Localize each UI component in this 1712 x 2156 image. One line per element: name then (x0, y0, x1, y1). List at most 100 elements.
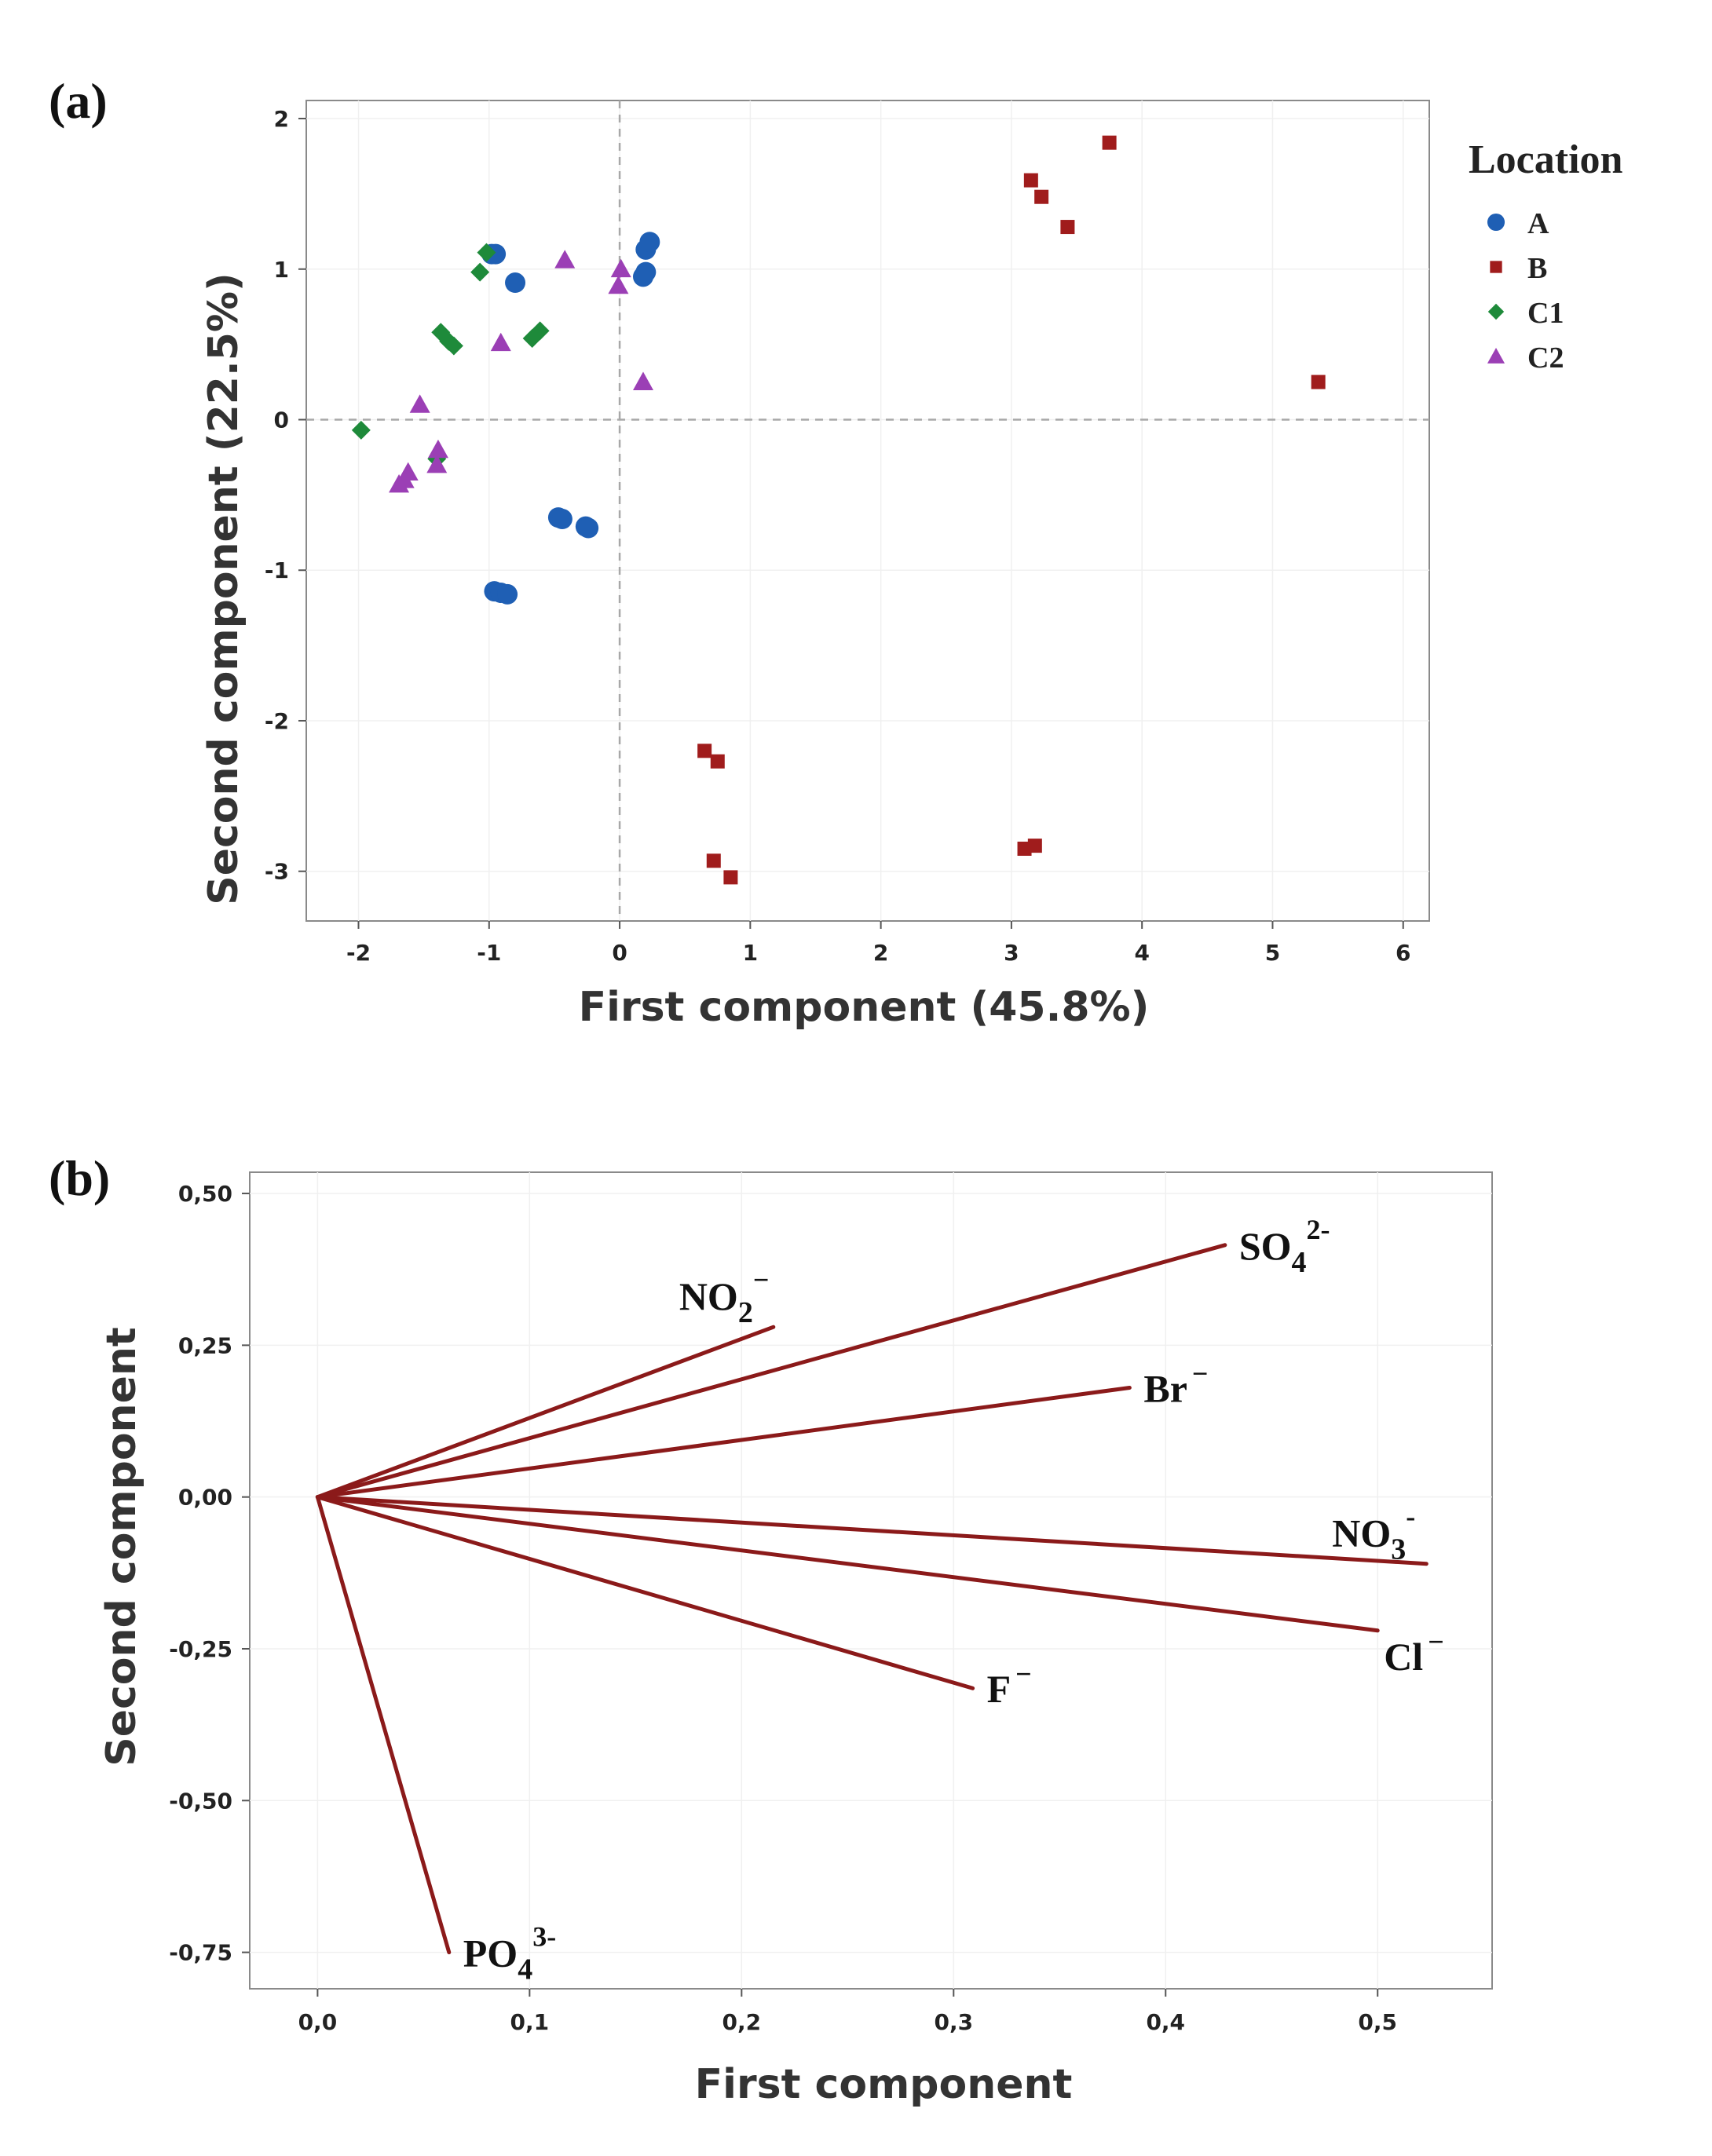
point-b (710, 754, 725, 769)
y-tick-label: -3 (265, 859, 289, 885)
x-axis-title-a: First component (45.8%) (579, 984, 1150, 1031)
vector-label-no3: NO3- (1332, 1501, 1415, 1566)
y-tick-label: 1 (274, 257, 289, 283)
panel-label-b: (b) (49, 1150, 110, 1206)
x-tick-label: 0,1 (510, 2009, 550, 2035)
y-tick-label: -2 (265, 708, 289, 734)
point-a (639, 232, 660, 253)
point-b (706, 853, 721, 868)
vector-label-superscript: − (1015, 1658, 1032, 1690)
point-c2 (633, 371, 653, 390)
vector-line-no3 (315, 1495, 1428, 1566)
vector-label-superscript: - (1406, 1501, 1415, 1533)
y-tick-label: -0,75 (169, 1940, 232, 1966)
vector-label-subscript: 3 (1391, 1533, 1406, 1566)
point-c1 (477, 243, 496, 262)
x-tick-label: 4 (1134, 940, 1149, 966)
y-ticks-a: 2 1 0 -1 -2 -3 (265, 106, 306, 885)
vector-label-superscript: − (1192, 1358, 1209, 1389)
point-a (497, 583, 518, 605)
x-ticks-a: -2 -1 0 1 2 3 4 5 6 (346, 921, 1410, 966)
vector-label-superscript: − (1428, 1626, 1444, 1657)
vector-label-base: NO (679, 1274, 738, 1318)
legend-label-c2: C2 (1527, 342, 1564, 375)
y-axis-title-a: Second component (22.5%) (200, 272, 247, 905)
x-tick-label: 3 (1004, 940, 1019, 966)
legend-label-b: B (1527, 252, 1547, 285)
point-c2 (409, 394, 430, 413)
legend-marker-c1 (1487, 303, 1505, 320)
x-axis-title-b: First component (695, 2061, 1073, 2108)
vector-label-base: PO (463, 1931, 518, 1975)
legend-label-c1: C1 (1527, 297, 1564, 330)
vector-label-base: Br (1143, 1366, 1187, 1410)
x-tick-label: 5 (1265, 940, 1280, 966)
vector-label-br: Br − (1143, 1358, 1208, 1410)
point-b (1027, 839, 1042, 853)
legend-marker-b (1490, 261, 1502, 273)
vectors-b: NO2−SO42-Br −NO3-Cl −F −PO43- (315, 1214, 1444, 1986)
point-c1 (351, 420, 371, 440)
vector-line-br (315, 1385, 1132, 1500)
point-c2 (427, 439, 448, 459)
y-tick-label: 0 (274, 407, 289, 433)
x-tick-label: -1 (477, 940, 501, 966)
vector-label-f: F − (987, 1658, 1032, 1711)
vector-line-cl (315, 1495, 1380, 1633)
vector-label-base: NO (1332, 1511, 1391, 1555)
point-a (505, 272, 526, 294)
x-ticks-b: 0,0 0,1 0,2 0,3 0,4 0,5 (298, 1989, 1397, 2035)
panel-b-loadings: (b) 0,0 0,1 0,2 0,3 0,4 0,5 0,50 0,25 0,00 -0,25… (49, 1150, 1493, 2108)
vector-line-po4 (315, 1495, 452, 1955)
x-tick-label: 0 (612, 940, 627, 966)
point-b (697, 744, 712, 758)
x-tick-label: 0,0 (298, 2009, 338, 2035)
point-c1 (470, 262, 490, 282)
panel-a-scatter: (a) -2 -1 0 1 2 3 4 5 6 2 1 0 -1 -2 -3 First componen… (49, 73, 1623, 1031)
vector-label-superscript: 3- (532, 1921, 556, 1953)
vector-label-no2: NO2− (679, 1264, 770, 1329)
point-c2 (554, 250, 576, 269)
vector-line-so4 (315, 1243, 1227, 1500)
point-c2 (389, 473, 410, 493)
x-tick-label: 0,5 (1358, 2009, 1397, 2035)
x-tick-label: 2 (873, 940, 888, 966)
point-c2 (490, 332, 511, 352)
y-tick-label: 0,25 (178, 1332, 232, 1358)
legend-a: Location AB C1 C2 (1469, 137, 1623, 375)
x-tick-label: -2 (346, 940, 371, 966)
grid-b (250, 1172, 1492, 1989)
vector-line-no2 (315, 1325, 776, 1500)
plot-area-a (305, 100, 1430, 922)
point-c1 (444, 336, 463, 356)
legend-marker-a (1487, 213, 1505, 232)
vector-line-f (315, 1495, 975, 1690)
plot-area-b (249, 1171, 1493, 1990)
x-tick-label: 0,2 (722, 2009, 762, 2035)
point-c1 (530, 321, 550, 341)
panel-label-a: (a) (49, 73, 108, 129)
x-tick-label: 6 (1396, 940, 1410, 966)
point-b (1034, 189, 1049, 204)
vector-label-subscript: 2 (738, 1296, 753, 1329)
point-a (635, 261, 657, 283)
vector-label-base: Cl (1384, 1635, 1423, 1679)
x-tick-label: 0,4 (1146, 2009, 1185, 2035)
point-c2 (426, 455, 448, 473)
point-b (1060, 220, 1075, 235)
x-tick-label: 0,3 (934, 2009, 973, 2035)
y-axis-title-b: Second component (98, 1327, 145, 1766)
reference-lines-a (306, 100, 1429, 921)
point-a (578, 517, 599, 539)
legend-title: Location (1469, 137, 1623, 182)
y-ticks-b: 0,50 0,25 0,00 -0,25 -0,50 -0,75 (169, 1181, 250, 1966)
y-tick-label: -0,25 (169, 1636, 232, 1662)
y-tick-label: 2 (274, 106, 289, 132)
point-b (1102, 135, 1117, 150)
point-b (1023, 173, 1038, 188)
y-tick-label: -0,50 (169, 1788, 232, 1814)
point-b (723, 870, 738, 885)
vector-label-superscript: − (753, 1264, 770, 1295)
vector-label-subscript: 4 (518, 1953, 532, 1986)
